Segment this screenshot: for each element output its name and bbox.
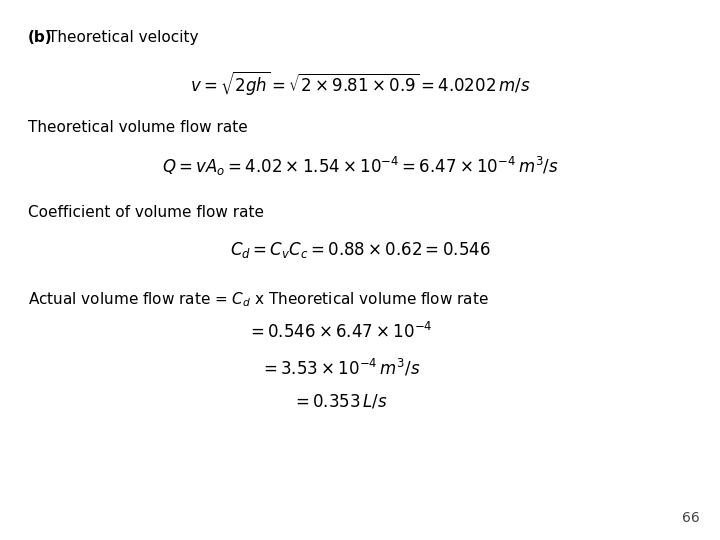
Text: Theoretical volume flow rate: Theoretical volume flow rate [28,120,248,135]
Text: $= 0.353\,L/s$: $= 0.353\,L/s$ [292,392,388,410]
Text: Actual volume flow rate = $C_d$ x Theoretical volume flow rate: Actual volume flow rate = $C_d$ x Theore… [28,290,489,309]
Text: 66: 66 [683,511,700,525]
Text: Coefficient of volume flow rate: Coefficient of volume flow rate [28,205,264,220]
Text: $= 0.546 \times 6.47 \times 10^{-4}$: $= 0.546 \times 6.47 \times 10^{-4}$ [247,322,433,342]
Text: Theoretical velocity: Theoretical velocity [48,30,199,45]
Text: $Q = vA_o = 4.02 \times 1.54 \times 10^{-4} = 6.47 \times 10^{-4}\,m^3/s$: $Q = vA_o = 4.02 \times 1.54 \times 10^{… [161,155,559,178]
Text: $= 3.53 \times 10^{-4}\,m^3/s$: $= 3.53 \times 10^{-4}\,m^3/s$ [260,357,420,378]
Text: (b): (b) [28,30,53,45]
Text: $C_d = C_v C_c = 0.88 \times 0.62 = 0.546$: $C_d = C_v C_c = 0.88 \times 0.62 = 0.54… [230,240,490,260]
Text: $v = \sqrt{2gh} = \sqrt{2 \times 9.81 \times 0.9} = 4.0202\,m/s$: $v = \sqrt{2gh} = \sqrt{2 \times 9.81 \t… [190,70,530,98]
